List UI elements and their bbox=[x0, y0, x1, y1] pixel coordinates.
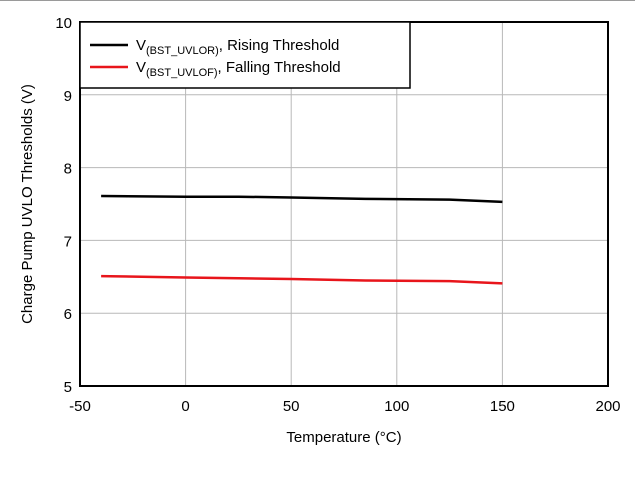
y-axis-label: Charge Pump UVLO Thresholds (V) bbox=[19, 84, 36, 324]
legend-box bbox=[79, 21, 411, 89]
x-tick-label: 0 bbox=[181, 398, 189, 415]
x-tick-labels: -50 0 50 100 150 200 bbox=[69, 398, 620, 415]
x-tick-label: -50 bbox=[69, 398, 91, 415]
x-tick-label: 150 bbox=[490, 398, 515, 415]
legend-entry-0: V(BST_UVLOR), Rising Threshold bbox=[136, 37, 339, 57]
y-tick-label: 8 bbox=[64, 161, 72, 178]
x-axis-label: Temperature (°C) bbox=[286, 429, 401, 446]
legend-entry-1: V(BST_UVLOF), Falling Threshold bbox=[136, 59, 341, 79]
y-tick-labels: 5 6 7 8 9 10 bbox=[55, 15, 72, 396]
series-line-0 bbox=[101, 194, 503, 204]
top-rule bbox=[0, 0, 635, 1]
y-tick-label: 5 bbox=[64, 379, 72, 396]
x-tick-label: 200 bbox=[595, 398, 620, 415]
y-tick-label: 7 bbox=[64, 233, 72, 250]
y-tick-label: 6 bbox=[64, 306, 72, 323]
series-lines bbox=[101, 194, 503, 285]
series-line-1 bbox=[101, 274, 503, 285]
legend: V(BST_UVLOR), Rising ThresholdV(BST_UVLO… bbox=[79, 21, 411, 89]
grid bbox=[80, 22, 608, 386]
y-tick-label: 10 bbox=[55, 15, 72, 32]
x-tick-label: 50 bbox=[283, 398, 300, 415]
y-tick-label: 9 bbox=[64, 88, 72, 105]
x-tick-label: 100 bbox=[384, 398, 409, 415]
